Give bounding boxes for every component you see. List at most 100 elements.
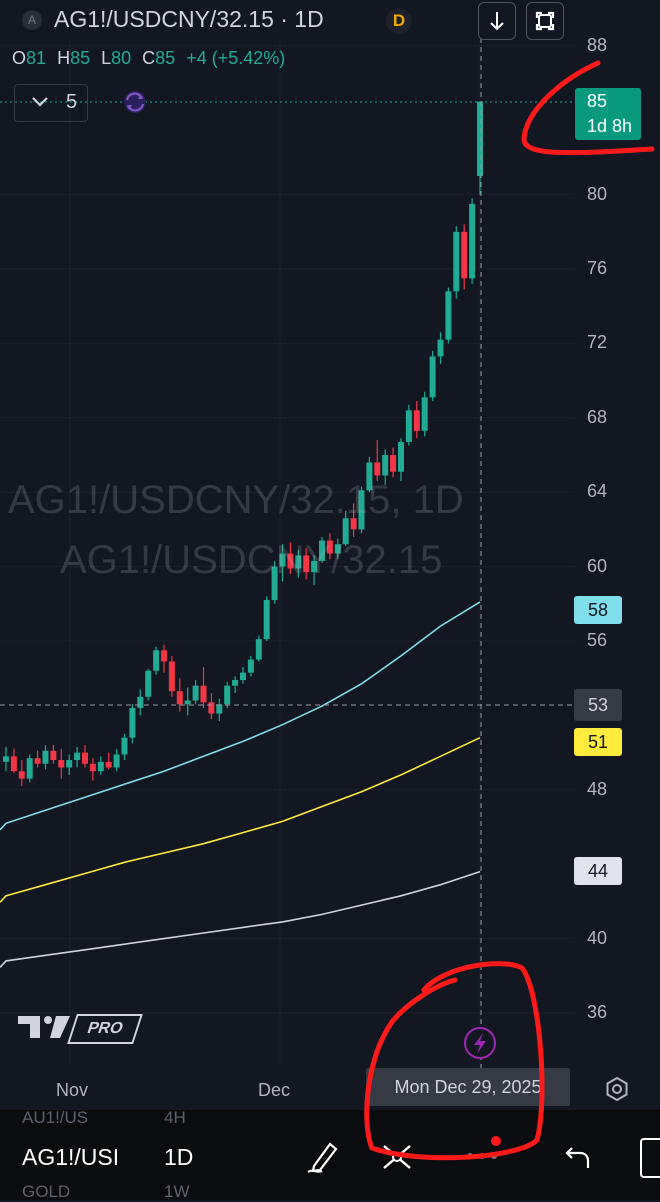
candle-body [10,756,17,772]
undo-icon[interactable] [564,1142,592,1172]
candle [469,198,476,284]
candle [287,542,294,575]
symbol-selector[interactable]: AG1!/USI [22,1144,120,1170]
candle-body [287,553,294,569]
candle-body [255,639,262,660]
candle-body [279,553,286,567]
candle [334,538,341,560]
right-edge-panel[interactable] [640,1138,660,1178]
candle-body [50,750,57,761]
moving-averages [0,601,481,968]
candle-body [192,685,199,701]
ma-white-line [0,870,481,968]
candle-body [453,231,460,292]
candle-body [413,410,420,431]
ma-white-price-badge: 44 [574,857,622,885]
current-price: 85 [587,91,608,111]
candle [350,503,357,537]
candle [255,635,262,662]
candle [153,646,160,675]
candle [240,667,246,684]
candle-body [390,455,397,472]
candle [82,745,88,768]
data-status-badge[interactable]: D [386,8,412,34]
low-value: 80 [111,48,132,68]
crosshair-price-badge: 53 [574,689,622,721]
price-label: 88 [587,35,608,55]
candle-body [350,518,357,530]
tradingview-logo-icon [18,1016,70,1038]
candle-body [3,756,9,762]
change-value: +4 (+5.42%) [186,48,286,68]
candle [74,747,81,768]
candle [326,533,333,560]
exchange-badge: A [22,10,42,30]
indicators-count: 5 [66,91,78,113]
candle-body [366,462,373,491]
candle [303,548,310,580]
symbol-watermark: AG1!/USDCNY/32.15, 1D [8,478,464,522]
price-label: 68 [587,407,608,427]
candle [113,748,120,772]
crosshair-date-label: Mon Dec 29, 2025 [366,1068,570,1106]
candle-body [437,339,444,357]
candle [342,510,349,547]
candle [279,544,286,582]
symbol-watermark-secondary: AG1!/USDCNY/32.15 [60,538,443,582]
timeframe-selector[interactable]: 1D [164,1144,194,1170]
candle [319,536,325,563]
candles [3,101,483,787]
candle-body [66,760,73,768]
price-chart[interactable] [0,0,660,1110]
ma-yellow-line [0,736,481,903]
candle-body [74,752,81,761]
ghost-timeframe: 4H [164,1108,186,1127]
high-label: H [57,48,71,68]
candle [445,287,452,344]
ghost-timeframe: 1W [164,1182,190,1201]
bottom-toolbar [0,1110,660,1200]
candle-body [153,650,160,671]
candle-body [137,696,144,708]
candle-body [477,101,483,176]
candle [200,667,207,708]
ma-cyan-price-badge: 58 [574,596,622,624]
candle [208,693,215,720]
candle-body [176,691,183,705]
candle [366,456,373,493]
bar-countdown: 1d 8h [587,116,633,136]
candle [382,449,389,485]
price-label: 72 [587,332,608,352]
pencil-icon[interactable] [306,1138,340,1176]
ghost-symbol: GOLD [22,1182,71,1201]
price-label: 40 [587,928,608,948]
candle [10,748,17,774]
candle-body [311,561,318,573]
candle [26,754,33,783]
candle-body [342,518,349,545]
candle-body [145,670,152,697]
price-label: 76 [587,258,608,278]
candle [453,226,460,299]
candle [168,655,175,697]
candle-body [263,600,270,640]
chevron-down-icon [32,97,48,107]
lightning-icon[interactable] [464,1027,496,1059]
indicators-toggle[interactable] [14,84,88,122]
settings-icon[interactable] [604,1076,630,1102]
candle-body [42,750,49,764]
replay-sync-icon[interactable] [116,86,154,118]
candle [477,101,483,195]
more-icon[interactable] [462,1150,502,1162]
fullscreen-button[interactable] [526,2,564,40]
candle-body [374,462,381,476]
symbol-title[interactable]: AG1!/USDCNY/32.15 · 1D [54,6,324,32]
crossed-tools-icon[interactable] [380,1142,414,1172]
candle-body [184,700,191,705]
candle [97,756,104,775]
candle [224,681,231,708]
candle [192,680,199,705]
candle [121,734,128,761]
scroll-to-latest-button[interactable] [478,2,516,40]
low-label: L [101,48,112,68]
